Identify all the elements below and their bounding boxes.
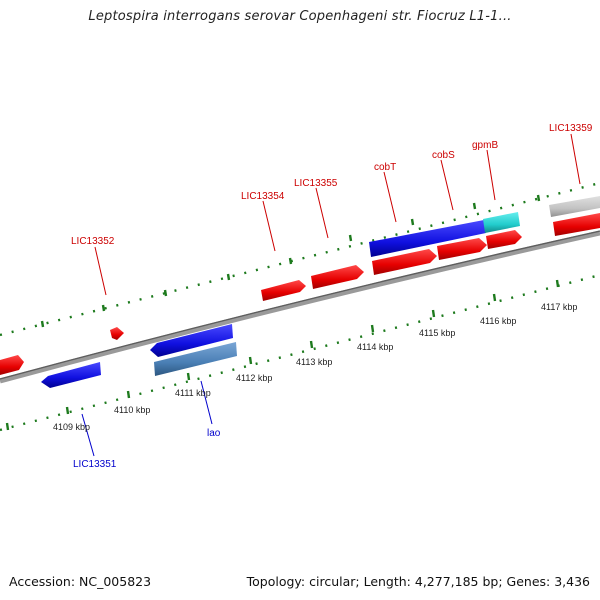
reverse-genes: [41, 324, 237, 388]
scale-major-tick: [5, 422, 10, 431]
scale-major-ticks: [5, 279, 560, 431]
gene-label[interactable]: LIC13352: [71, 236, 115, 247]
leader-line: [315, 187, 329, 239]
scale-label: 4113 kbp: [296, 357, 332, 367]
gene-label[interactable]: lao: [207, 428, 221, 439]
scale-label: 4109 kbp: [53, 422, 90, 432]
gene-box-cobT[interactable]: [369, 220, 486, 257]
leader-line: [94, 246, 107, 296]
forward-major-tick: [226, 273, 231, 281]
scale-major-tick: [126, 390, 131, 399]
scale-major-tick: [309, 340, 314, 349]
forward-major-tick: [472, 202, 477, 210]
scale-major-tick: [248, 356, 253, 365]
scale-tick-guide: [0, 273, 600, 432]
scale-label: 4110 kbp: [114, 405, 150, 415]
scale-tick-track: [0, 273, 600, 432]
scale-major-tick: [65, 406, 70, 415]
gene-arrow-reverse[interactable]: [41, 362, 101, 388]
gene-arrow-forward[interactable]: [486, 230, 522, 249]
gene-arrow-forward[interactable]: [261, 280, 306, 301]
forward-major-ticks: [40, 194, 541, 328]
accession-text: Accession: NC_005823: [9, 574, 152, 589]
genome-summary-text: Topology: circular; Length: 4,277,185 bp…: [246, 574, 590, 589]
gene-label[interactable]: LIC13355: [294, 178, 338, 189]
forward-major-tick: [163, 289, 168, 297]
forward-major-tick: [40, 320, 45, 328]
scale-major-tick: [431, 309, 436, 318]
scale-labels: 4109 kbp 4110 kbp 4111 kbp 4112 kbp 4113…: [53, 302, 577, 432]
forward-tick-track: [0, 181, 600, 337]
leader-line: [440, 159, 454, 211]
gene-label[interactable]: gpmB: [472, 140, 498, 151]
scale-label: 4116 kbp: [480, 316, 516, 326]
backbone-line: [0, 230, 600, 384]
forward-tick-guide: [0, 181, 600, 337]
scale-label: 4115 kbp: [419, 328, 455, 338]
forward-genes: [0, 196, 600, 375]
scale-label: 4111 kbp: [175, 388, 211, 398]
gene-box-lao[interactable]: [154, 342, 237, 376]
gene-arrow-reverse[interactable]: [150, 324, 233, 357]
forward-major-tick: [288, 257, 293, 265]
scale-major-tick: [370, 324, 375, 333]
leader-line: [486, 149, 496, 201]
gene-arrow-forward[interactable]: [311, 265, 364, 289]
gene-label[interactable]: LIC13359: [549, 123, 593, 134]
gene-arrow-forward[interactable]: [0, 355, 24, 375]
scale-major-tick: [555, 279, 560, 288]
gene-box-cyan[interactable]: [483, 212, 520, 233]
gene-arrow-forward[interactable]: [110, 327, 124, 340]
forward-major-tick: [410, 218, 415, 226]
gene-arrow-forward[interactable]: [437, 238, 487, 260]
leader-line: [383, 171, 397, 223]
forward-major-tick: [536, 194, 541, 202]
scale-label: 4112 kbp: [236, 373, 272, 383]
gene-label[interactable]: LIC13351: [73, 459, 117, 470]
map-title: Leptospira interrogans serovar Copenhage…: [88, 9, 512, 24]
leader-line: [262, 200, 276, 252]
reverse-label-leaders: [81, 380, 213, 457]
scale-label: 4117 kbp: [541, 302, 577, 312]
forward-major-tick: [101, 304, 106, 312]
leader-line: [200, 380, 213, 425]
gene-label[interactable]: cobT: [374, 162, 396, 173]
gene-arrow-forward[interactable]: [372, 249, 437, 275]
forward-gene-labels: LIC13352 LIC13354 LIC13355 cobT cobS gpm…: [71, 123, 593, 247]
scale-major-tick: [186, 372, 191, 381]
backbone-highlight: [0, 230, 600, 380]
leader-line: [570, 133, 581, 185]
gene-box-gray[interactable]: [549, 196, 600, 217]
scale-major-tick: [492, 293, 497, 302]
gene-label[interactable]: cobS: [432, 150, 455, 161]
gene-arrow-forward[interactable]: [553, 213, 600, 236]
scale-label: 4114 kbp: [357, 342, 393, 352]
gene-label[interactable]: LIC13354: [241, 191, 285, 202]
leader-line: [81, 413, 95, 457]
genome-backbone: [0, 230, 600, 384]
forward-major-tick: [348, 234, 353, 242]
forward-label-leaders: [94, 133, 581, 296]
reverse-gene-labels: LIC13351 lao: [73, 428, 221, 470]
